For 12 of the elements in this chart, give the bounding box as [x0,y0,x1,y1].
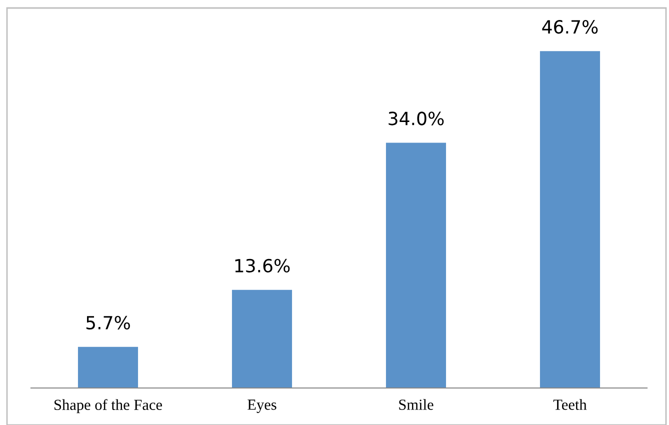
bar [386,142,446,388]
data-label: 46.7% [542,20,598,34]
bar [232,290,292,388]
x-tick-label: Eyes [248,400,276,413]
bar [540,51,600,388]
data-label: 13.6% [235,258,290,272]
bar [78,346,138,388]
data-label: 5.7% [86,316,130,330]
x-tick-label: Smile [399,399,434,410]
x-tick-label: Shape of the Face [54,399,162,414]
x-tick-label: Teeth [553,399,587,410]
data-label: 34.0% [388,112,444,126]
